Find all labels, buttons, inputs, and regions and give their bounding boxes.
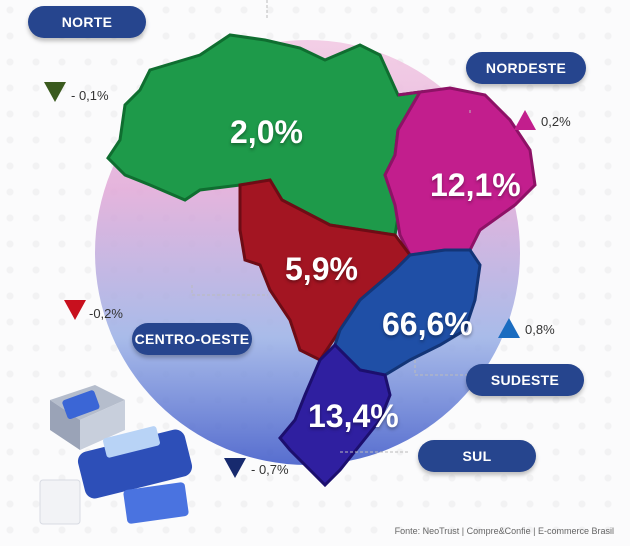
label-sul: SUL — [418, 440, 536, 472]
label-centro-oeste: CENTRO-OESTE — [132, 323, 252, 355]
change-centro-oeste: -0,2% — [89, 306, 123, 321]
share-sul: 13,4% — [308, 398, 399, 434]
share-centro-oeste: 5,9% — [285, 251, 358, 287]
arrow-up-icon-nordeste — [514, 110, 536, 130]
arrow-down-icon-sul — [224, 458, 246, 478]
arrow-down-icon-norte — [44, 82, 66, 102]
payment-illustration — [39, 385, 193, 525]
share-norte: 2,0% — [230, 114, 303, 150]
arrow-down-icon-centro-oeste — [64, 300, 86, 320]
region-sudeste-shape — [333, 248, 482, 377]
change-norte: - 0,1% — [71, 88, 109, 103]
label-nordeste: NORDESTE — [466, 52, 586, 84]
change-sudeste: 0,8% — [525, 322, 555, 337]
share-nordeste: 12,1% — [430, 167, 521, 203]
leader-line-sudeste — [414, 360, 470, 376]
label-sudeste: SUDESTE — [466, 364, 584, 396]
share-sudeste: 66,6% — [382, 306, 473, 342]
change-nordeste: 0,2% — [541, 114, 571, 129]
leader-line-centro-oeste — [191, 285, 268, 296]
source-text: Fonte: NeoTrust | Compre&Confie | E-comm… — [394, 526, 614, 536]
label-norte: NORTE — [28, 6, 146, 38]
region-sul-shape — [278, 342, 392, 488]
change-sul: - 0,7% — [251, 462, 289, 477]
arrow-up-icon-sudeste — [498, 318, 520, 338]
